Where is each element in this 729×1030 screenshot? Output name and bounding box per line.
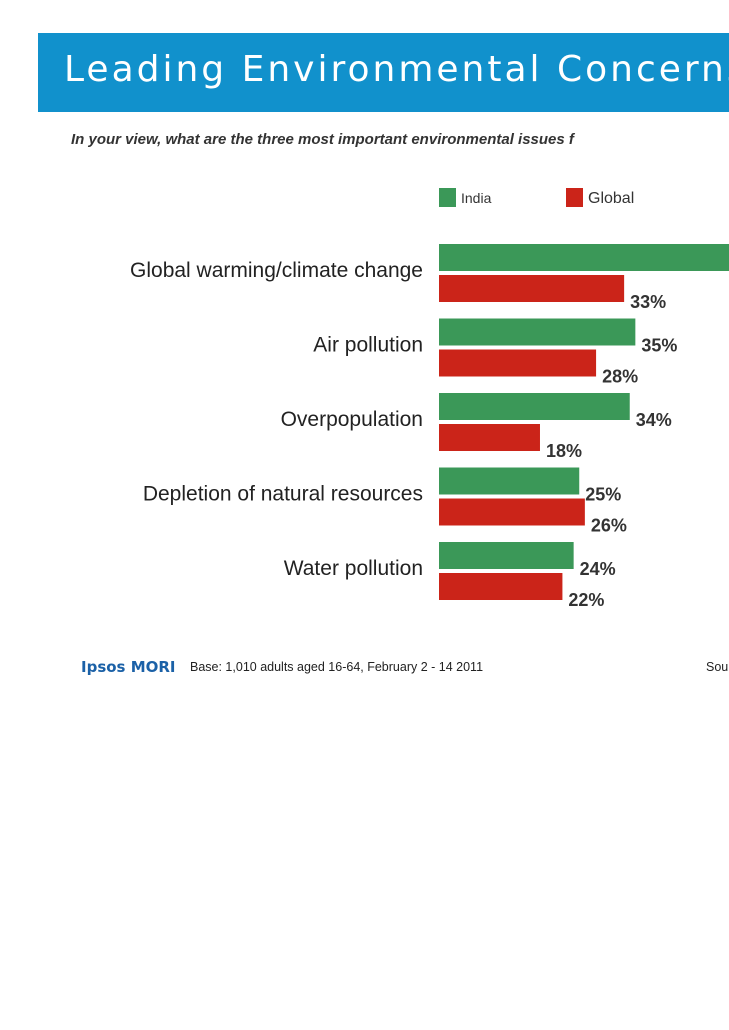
legend-label-global: Global: [588, 190, 634, 207]
category-label: Overpopulation: [281, 408, 423, 431]
legend-swatch-india: [439, 188, 456, 207]
chart-subtitle: In your view, what are the three most im…: [71, 131, 574, 148]
bar-india: [439, 467, 580, 495]
bar-india: [439, 542, 574, 569]
source-note: Sou: [706, 660, 729, 674]
category-label: Depletion of natural resources: [143, 483, 423, 506]
title-bar: Leading Environmental Concerns: [38, 33, 729, 112]
base-note: Base: 1,010 adults aged 16-64, February …: [190, 660, 484, 674]
bar-india: [439, 318, 636, 346]
category-label: Air pollution: [313, 334, 423, 357]
page-title: Leading Environmental Concerns: [64, 49, 729, 90]
bar-india: [439, 393, 630, 420]
legend-label-india: India: [461, 190, 492, 206]
data-label-india: 34%: [636, 410, 672, 430]
bar-global: [439, 275, 625, 302]
ipsos-mori-logo: Ipsos MORI: [81, 658, 176, 676]
bar-chart: India Global Global warming/climate change…: [130, 188, 729, 610]
data-label-india: 24%: [580, 559, 616, 579]
data-label-global: 28%: [602, 367, 638, 387]
bar-india: [439, 244, 729, 271]
legend-swatch-global: [566, 188, 583, 207]
data-label-india: 35%: [641, 336, 677, 356]
category-label: Global warming/climate change: [130, 259, 423, 282]
bar-global: [439, 349, 597, 377]
data-label-global: 22%: [568, 590, 604, 610]
data-label-global: 18%: [546, 441, 582, 461]
bar-global: [439, 573, 563, 600]
data-label-india: 25%: [585, 485, 621, 505]
category-label: Water pollution: [284, 557, 423, 580]
bar-global: [439, 424, 540, 451]
data-label-global: 26%: [591, 516, 627, 536]
data-label-global: 33%: [630, 292, 666, 312]
bar-global: [439, 498, 585, 526]
